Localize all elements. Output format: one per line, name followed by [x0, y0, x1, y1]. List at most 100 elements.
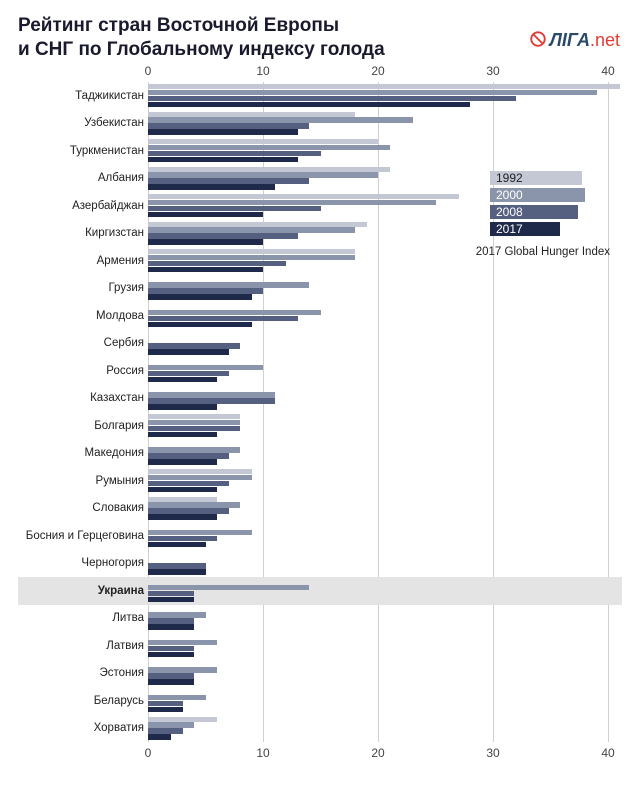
country-label: Болгария: [18, 420, 144, 432]
chart: ТаджикистанУзбекистанТуркменистанАлбания…: [18, 62, 622, 766]
country-label: Узбекистан: [18, 117, 144, 129]
country-label: Эстония: [18, 667, 144, 679]
country-label: Молдова: [18, 310, 144, 322]
bar: [148, 151, 321, 156]
bar: [148, 426, 240, 431]
legend-swatch: 2017: [490, 222, 560, 236]
bar: [148, 398, 275, 403]
bar: [148, 249, 355, 254]
site-logo: ЛIГА.net: [529, 30, 620, 51]
country-label: Беларусь: [18, 695, 144, 707]
bar: [148, 487, 217, 492]
x-tick: 10: [256, 64, 269, 78]
bar: [148, 701, 183, 706]
country-row: Беларусь: [18, 687, 622, 715]
bar: [148, 90, 597, 95]
x-tick: 0: [145, 64, 152, 78]
x-tick: 30: [486, 64, 499, 78]
legend-swatch: 1992: [490, 171, 582, 185]
bar: [148, 288, 263, 293]
bar: [148, 184, 275, 189]
bar: [148, 377, 217, 382]
bar: [148, 475, 252, 480]
source-label: 2017 Global Hunger Index: [476, 246, 610, 258]
bar: [148, 172, 378, 177]
bar: [148, 316, 298, 321]
bar: [148, 343, 240, 348]
bar-group: [148, 662, 608, 686]
country-label: Черногория: [18, 557, 144, 569]
bar: [148, 542, 206, 547]
bar: [148, 112, 355, 117]
bar: [148, 157, 298, 162]
country-label: Азербайджан: [18, 200, 144, 212]
bar: [148, 267, 263, 272]
bar: [148, 282, 309, 287]
country-label: Туркменистан: [18, 145, 144, 157]
bar-group: [148, 277, 608, 301]
country-label: Литва: [18, 612, 144, 624]
bar: [148, 349, 229, 354]
bar: [148, 640, 217, 645]
x-tick: 10: [256, 746, 269, 768]
country-row: Черногория: [18, 550, 622, 578]
bar: [148, 497, 217, 502]
country-label: Латвия: [18, 640, 144, 652]
country-label: Грузия: [18, 282, 144, 294]
bar-group: [148, 304, 608, 328]
country-row: Македония: [18, 440, 622, 468]
bar: [148, 212, 263, 217]
country-label: Казахстан: [18, 392, 144, 404]
bar-group: [148, 717, 608, 741]
country-label: Россия: [18, 365, 144, 377]
logo-text-1: ЛIГА: [549, 30, 590, 50]
country-row: Босния и Герцеговина: [18, 522, 622, 550]
bar-group: [148, 387, 608, 411]
country-label: Македония: [18, 447, 144, 459]
bar: [148, 612, 206, 617]
country-label: Словакия: [18, 502, 144, 514]
bar: [148, 123, 309, 128]
bar: [148, 536, 217, 541]
bar: [148, 102, 470, 107]
bar: [148, 294, 252, 299]
logo-text-2: .net: [590, 30, 620, 50]
x-tick: 40: [601, 64, 614, 78]
bar: [148, 722, 194, 727]
bar: [148, 717, 217, 722]
country-label: Армения: [18, 255, 144, 267]
country-row: Казахстан: [18, 385, 622, 413]
bar: [148, 728, 183, 733]
bar: [148, 117, 413, 122]
bar: [148, 310, 321, 315]
country-row: Украина: [18, 577, 622, 605]
legend-item: 2000: [490, 187, 610, 203]
bar: [148, 233, 298, 238]
bar: [148, 624, 194, 629]
bar: [148, 481, 229, 486]
country-label: Босния и Герцеговина: [18, 530, 144, 542]
legend-label: 2008: [496, 205, 523, 219]
bar: [148, 239, 263, 244]
bar: [148, 96, 516, 101]
country-label: Киргизстан: [18, 227, 144, 239]
bar: [148, 84, 620, 89]
bar: [148, 447, 240, 452]
legend-swatch: 2000: [490, 188, 585, 202]
bar: [148, 167, 390, 172]
logo-icon: [529, 30, 547, 48]
bar: [148, 129, 298, 134]
bar: [148, 618, 194, 623]
bar-group: [148, 139, 608, 163]
bar-group: [148, 607, 608, 631]
bar-group: [148, 442, 608, 466]
bar: [148, 469, 252, 474]
legend-swatch: 2008: [490, 205, 578, 219]
bar: [148, 563, 206, 568]
country-label: Албания: [18, 172, 144, 184]
bar: [148, 673, 194, 678]
bar-group: [148, 332, 608, 356]
bar: [148, 530, 252, 535]
bar-group: [148, 497, 608, 521]
x-tick: 0: [145, 746, 152, 768]
